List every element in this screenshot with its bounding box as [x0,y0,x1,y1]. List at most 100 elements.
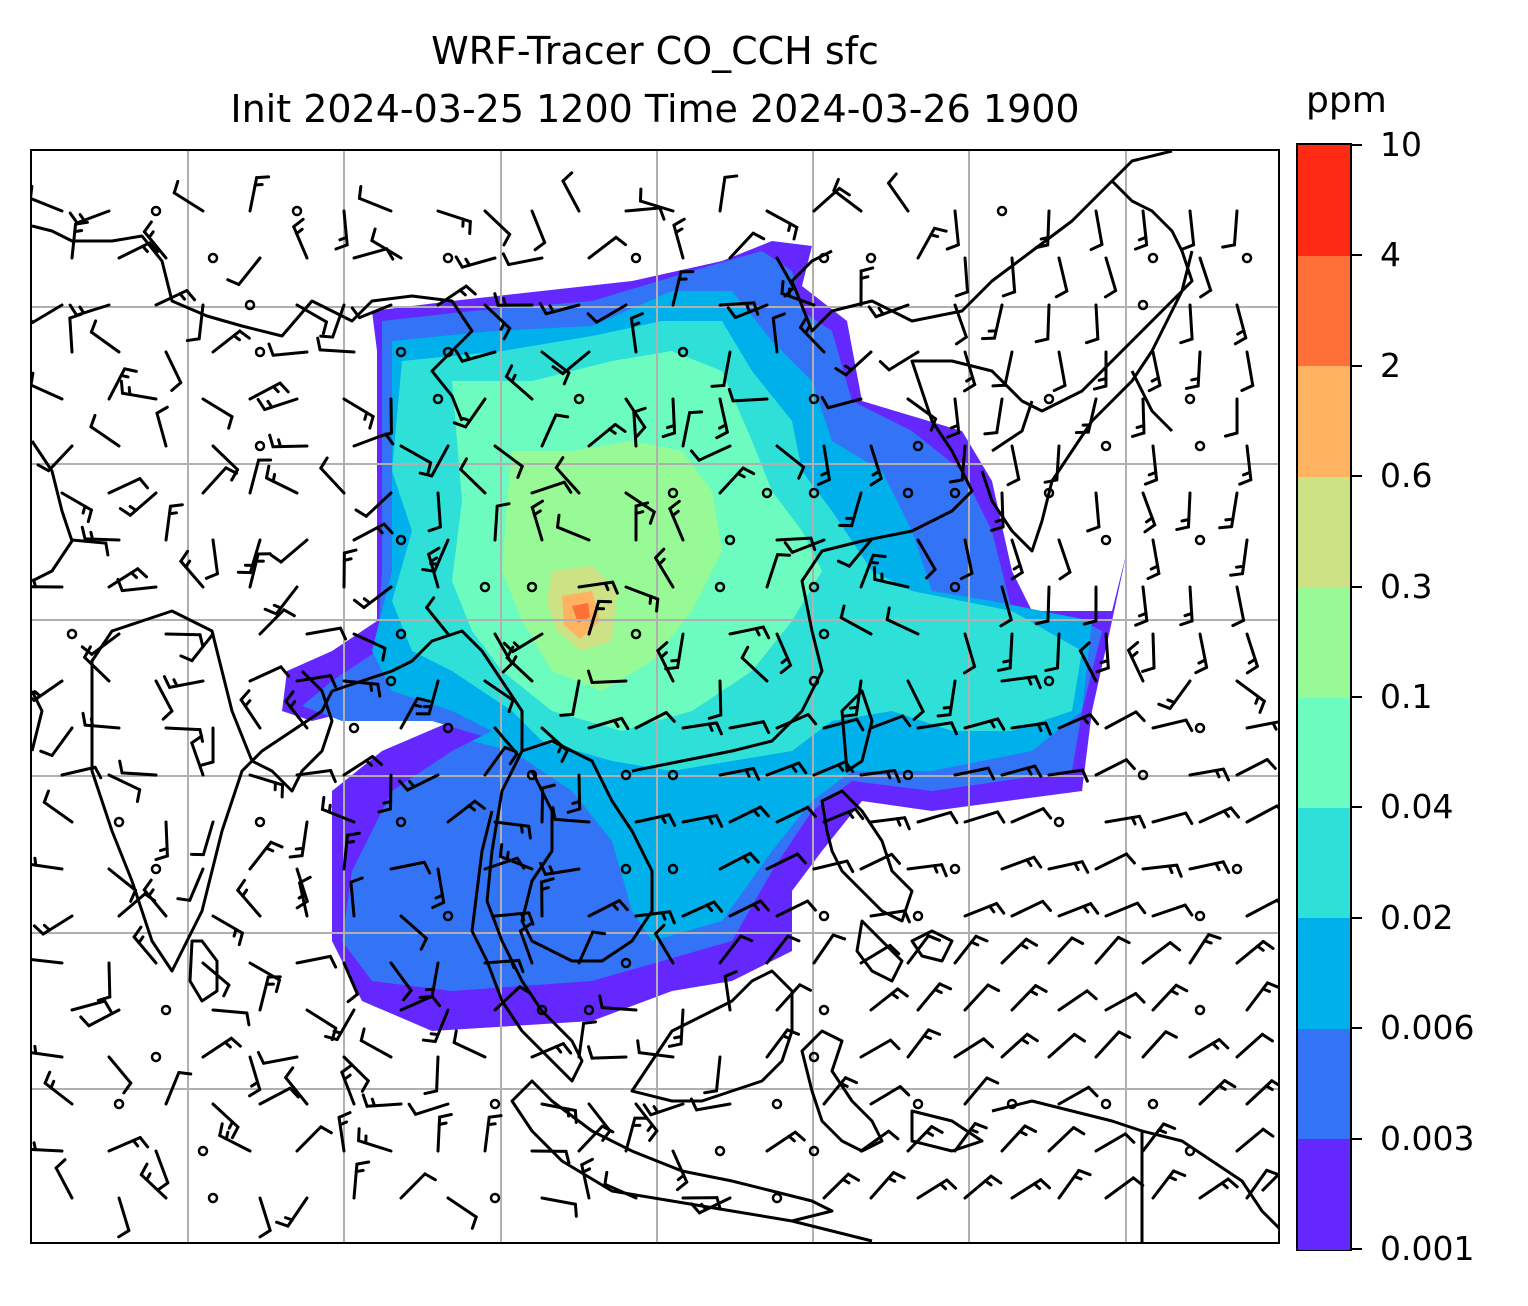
wind-barb [162,675,205,689]
wind-barb [728,899,770,918]
calm-wind-circle [912,910,924,922]
calm-wind-circle [432,393,444,405]
wind-barb [867,303,910,319]
wind-barb [54,1158,74,1200]
wind-barb [718,934,754,965]
wind-barb [204,538,219,580]
wind-barb [624,491,656,525]
wind-barb [812,760,855,777]
wind-barb [728,720,771,735]
calm-wind-circle [808,1051,820,1063]
wind-barb [983,397,1004,436]
wind-barb [587,716,630,731]
wind-barb [398,773,440,792]
calm-wind-circle [902,769,914,781]
wind-barb [1104,710,1146,730]
calm-wind-circle [385,675,397,687]
wind-barb [586,669,628,684]
wind-barb [869,714,912,730]
wind-barb [661,397,677,439]
colorbar-tick [1352,364,1362,367]
wind-barb [284,1066,309,1106]
calm-wind-circle [1100,440,1112,452]
wind-barb [1188,1038,1230,1059]
wind-barb [681,721,723,736]
wind-barb [1188,767,1231,782]
calm-wind-circle [254,346,266,358]
wind-barb [775,444,806,480]
wind-barb [83,645,111,683]
colorbar-tick-label: 0.006 [1380,1008,1475,1048]
wind-barb [954,256,970,298]
colorbar-tick [1352,916,1362,919]
wind-barb [991,350,1014,388]
wind-barb [530,1149,571,1165]
colorbar [1296,143,1352,1251]
wind-barb [79,1008,121,1028]
wind-barb [117,1196,131,1239]
calm-wind-circle [714,581,726,593]
wind-barb [1047,860,1090,874]
calm-wind-circle [818,910,830,922]
wind-barb [1141,1122,1177,1153]
wind-barb [1057,538,1072,581]
wind-barb [320,795,356,824]
wind-barb [869,909,911,924]
colorbar-segment [1298,255,1350,367]
wind-barb [1057,713,1100,730]
wind-barb [295,303,328,336]
wind-barb [226,256,262,287]
wind-barb [540,1102,578,1124]
wind-barb [43,1070,74,1106]
wind-barb [906,934,942,965]
wind-barb [1245,898,1278,918]
wind-barb [1231,585,1246,628]
wind-barb [1094,1132,1136,1153]
colorbar-tick-label: 4 [1380,235,1401,275]
wind-barb [483,303,512,341]
wind-barb [838,491,863,528]
wind-barb [201,961,231,998]
wind-barb [916,226,948,260]
wind-barb [953,303,968,346]
wind-barb [771,312,786,354]
wind-barb [916,721,958,736]
field-level-2 [572,603,590,623]
wind-barb [155,405,169,448]
wind-barb [551,806,591,824]
wind-barb [538,301,581,316]
wind-barb [357,1127,393,1153]
calm-wind-circle [1231,863,1243,875]
wind-barb [530,480,573,495]
wind-barb [1198,1079,1237,1106]
wind-barb [493,444,524,479]
wind-barb [80,525,121,542]
calm-wind-circle [1194,722,1206,734]
wind-barb [1086,491,1101,533]
wind-barb [295,674,337,689]
wind-barb [436,209,472,236]
wind-barb [154,289,197,307]
wind-barb [1245,720,1278,731]
colorbar-segment [1298,476,1350,588]
wind-barb [959,538,974,581]
wind-barb [1092,350,1108,391]
wind-barb [603,1170,638,1200]
wind-barb [948,444,967,484]
wind-barb [1084,303,1100,345]
calm-wind-circle [808,581,820,593]
wind-barb [342,754,383,777]
wind-barb [1043,444,1061,484]
coast-southeast-asia [331,629,654,1083]
wind-barb [190,734,205,777]
calm-wind-circle [667,863,679,875]
wind-barb [248,665,291,683]
wind-barb [498,843,534,871]
wind-barb [1000,764,1043,778]
wind-barb [629,312,644,354]
wind-barb [906,679,925,721]
calm-wind-circle [818,628,830,640]
wind-barb [107,367,138,401]
wind-barb [765,934,801,965]
wind-barb [859,266,875,307]
